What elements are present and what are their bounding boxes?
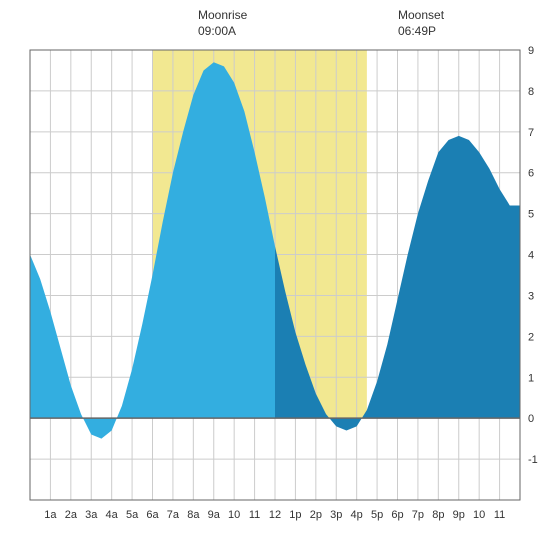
svg-text:0: 0 xyxy=(528,413,534,425)
moonset-label: Moonset xyxy=(398,8,444,22)
moonset-info: Moonset 06:49P xyxy=(398,8,444,39)
svg-text:9: 9 xyxy=(528,45,534,57)
svg-text:10: 10 xyxy=(473,509,485,521)
svg-text:11: 11 xyxy=(249,509,260,521)
svg-text:7: 7 xyxy=(528,127,534,139)
chart-svg: -101234567891a2a3a4a5a6a7a8a9a1011121p2p… xyxy=(0,0,550,550)
svg-text:1p: 1p xyxy=(289,509,301,521)
moonset-time: 06:49P xyxy=(398,24,436,38)
svg-text:6a: 6a xyxy=(146,509,159,521)
svg-text:12: 12 xyxy=(269,509,281,521)
moonrise-label: Moonrise xyxy=(198,8,247,22)
svg-text:11: 11 xyxy=(494,509,505,521)
svg-text:5a: 5a xyxy=(126,509,139,521)
svg-text:1a: 1a xyxy=(44,509,57,521)
svg-text:7a: 7a xyxy=(167,509,180,521)
svg-text:3a: 3a xyxy=(85,509,98,521)
svg-text:7p: 7p xyxy=(412,509,424,521)
svg-text:-1: -1 xyxy=(528,454,538,466)
svg-text:9p: 9p xyxy=(453,509,465,521)
svg-text:10: 10 xyxy=(228,509,240,521)
tide-chart: Moonrise 09:00A Moonset 06:49P -10123456… xyxy=(0,0,550,550)
svg-text:4a: 4a xyxy=(106,509,119,521)
svg-text:4p: 4p xyxy=(351,509,363,521)
moonrise-time: 09:00A xyxy=(198,24,236,38)
moonrise-info: Moonrise 09:00A xyxy=(198,8,247,39)
svg-text:9a: 9a xyxy=(208,509,221,521)
svg-text:6p: 6p xyxy=(391,509,403,521)
svg-text:2: 2 xyxy=(528,331,534,343)
svg-text:8: 8 xyxy=(528,86,534,98)
svg-text:3: 3 xyxy=(528,290,534,302)
svg-text:5: 5 xyxy=(528,209,534,221)
svg-text:2a: 2a xyxy=(65,509,78,521)
svg-text:8p: 8p xyxy=(432,509,444,521)
svg-text:2p: 2p xyxy=(310,509,322,521)
svg-text:3p: 3p xyxy=(330,509,342,521)
svg-text:4: 4 xyxy=(528,250,534,262)
svg-text:5p: 5p xyxy=(371,509,383,521)
svg-text:6: 6 xyxy=(528,168,534,180)
svg-text:8a: 8a xyxy=(187,509,200,521)
svg-text:1: 1 xyxy=(528,372,534,384)
